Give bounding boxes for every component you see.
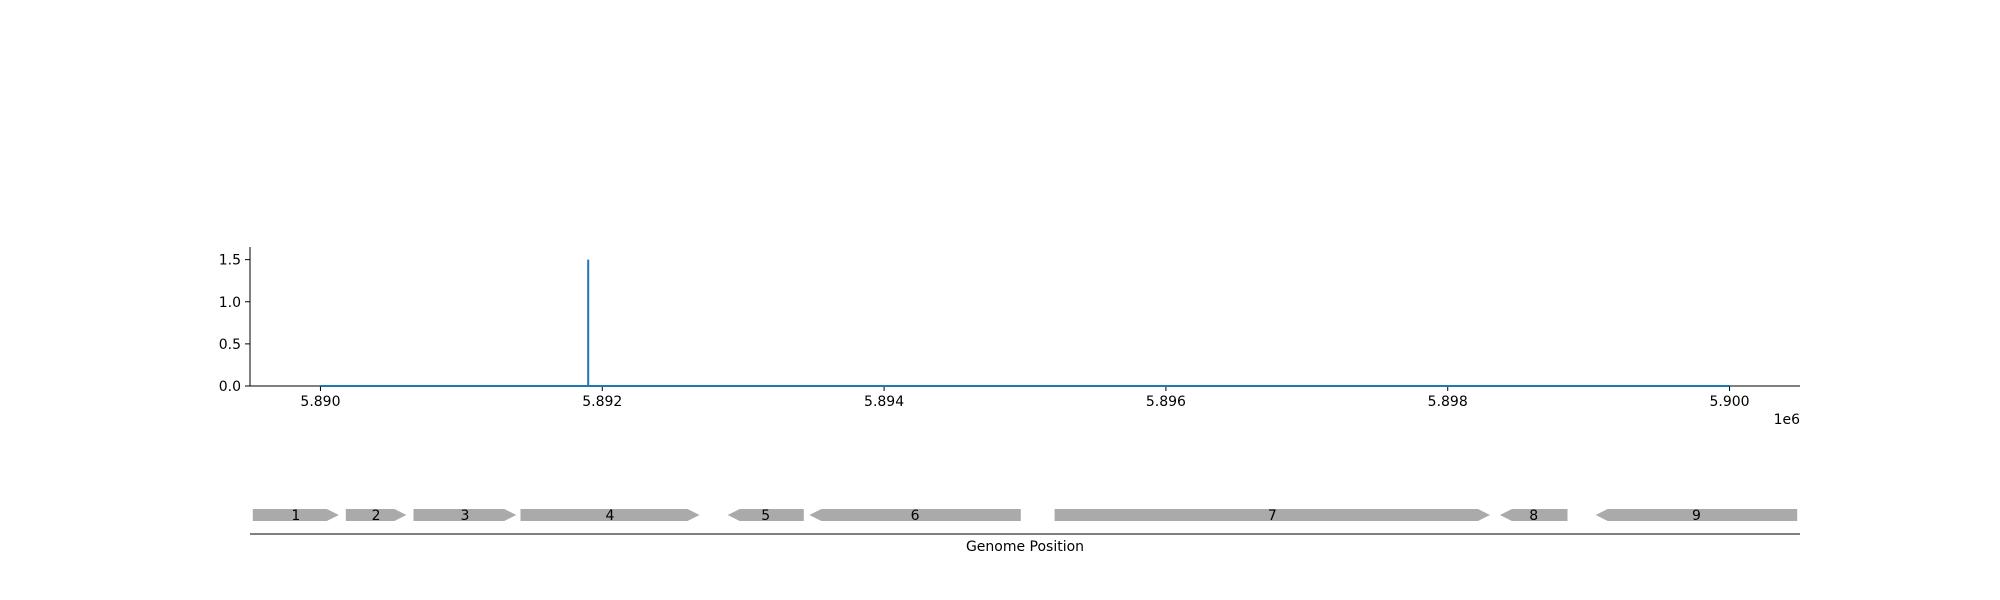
y-tick-label: 1.5 <box>219 253 241 269</box>
coverage-panel: 0.00.51.01.5 5.890 5.892 5.894 5.896 5.898 5.… <box>219 247 1800 428</box>
gene-label: 4 <box>606 508 615 524</box>
gene-label: 2 <box>372 508 381 524</box>
gene-label: 7 <box>1268 508 1277 524</box>
x-axis-title: Genome Position <box>966 539 1084 555</box>
gene-label: 8 <box>1529 508 1538 524</box>
y-ticks: 0.0 0.5 1.0 1.5 <box>219 253 250 395</box>
gene-label: 1 <box>291 508 300 524</box>
x-tick-label: 5.894 <box>864 394 904 410</box>
x-offset-label: 1e6 <box>1774 412 1801 428</box>
y-tick-label: 1.0 <box>219 295 241 311</box>
x-tick-label: 5.892 <box>582 394 622 410</box>
gene-feature-8 <box>1499 509 1568 521</box>
gene-feature-5 <box>727 509 804 521</box>
gene-label: 3 <box>460 508 469 524</box>
gene-feature-4 <box>520 509 700 521</box>
gene-label: 6 <box>911 508 920 524</box>
gene-feature-1 <box>252 509 339 521</box>
x-tick-label: 5.896 <box>1146 394 1186 410</box>
gene-feature-2 <box>345 509 407 521</box>
gene-feature-7 <box>1054 509 1490 521</box>
y-tick-label: 0.0 <box>219 379 241 395</box>
x-tick-label: 5.898 <box>1428 394 1468 410</box>
coverage-series-line <box>320 259 1730 387</box>
x-ticks: 5.890 5.892 5.894 5.896 5.898 5.900 <box>300 386 1750 410</box>
gene-label: 9 <box>1692 508 1701 524</box>
gene-feature-9 <box>1595 509 1798 521</box>
gene-feature-6 <box>809 509 1021 521</box>
gene-features: 1 2 3 4 5 6 7 8 9 <box>252 508 1798 524</box>
gene-label: 5 <box>761 508 770 524</box>
gene-track-panel: 1 2 3 4 5 6 7 8 9 Genome Position <box>250 508 1800 555</box>
y-tick-label: 0.5 <box>219 337 241 353</box>
gene-feature-3 <box>413 509 517 521</box>
x-tick-label: 5.900 <box>1709 394 1749 410</box>
x-tick-label: 5.890 <box>300 394 340 410</box>
